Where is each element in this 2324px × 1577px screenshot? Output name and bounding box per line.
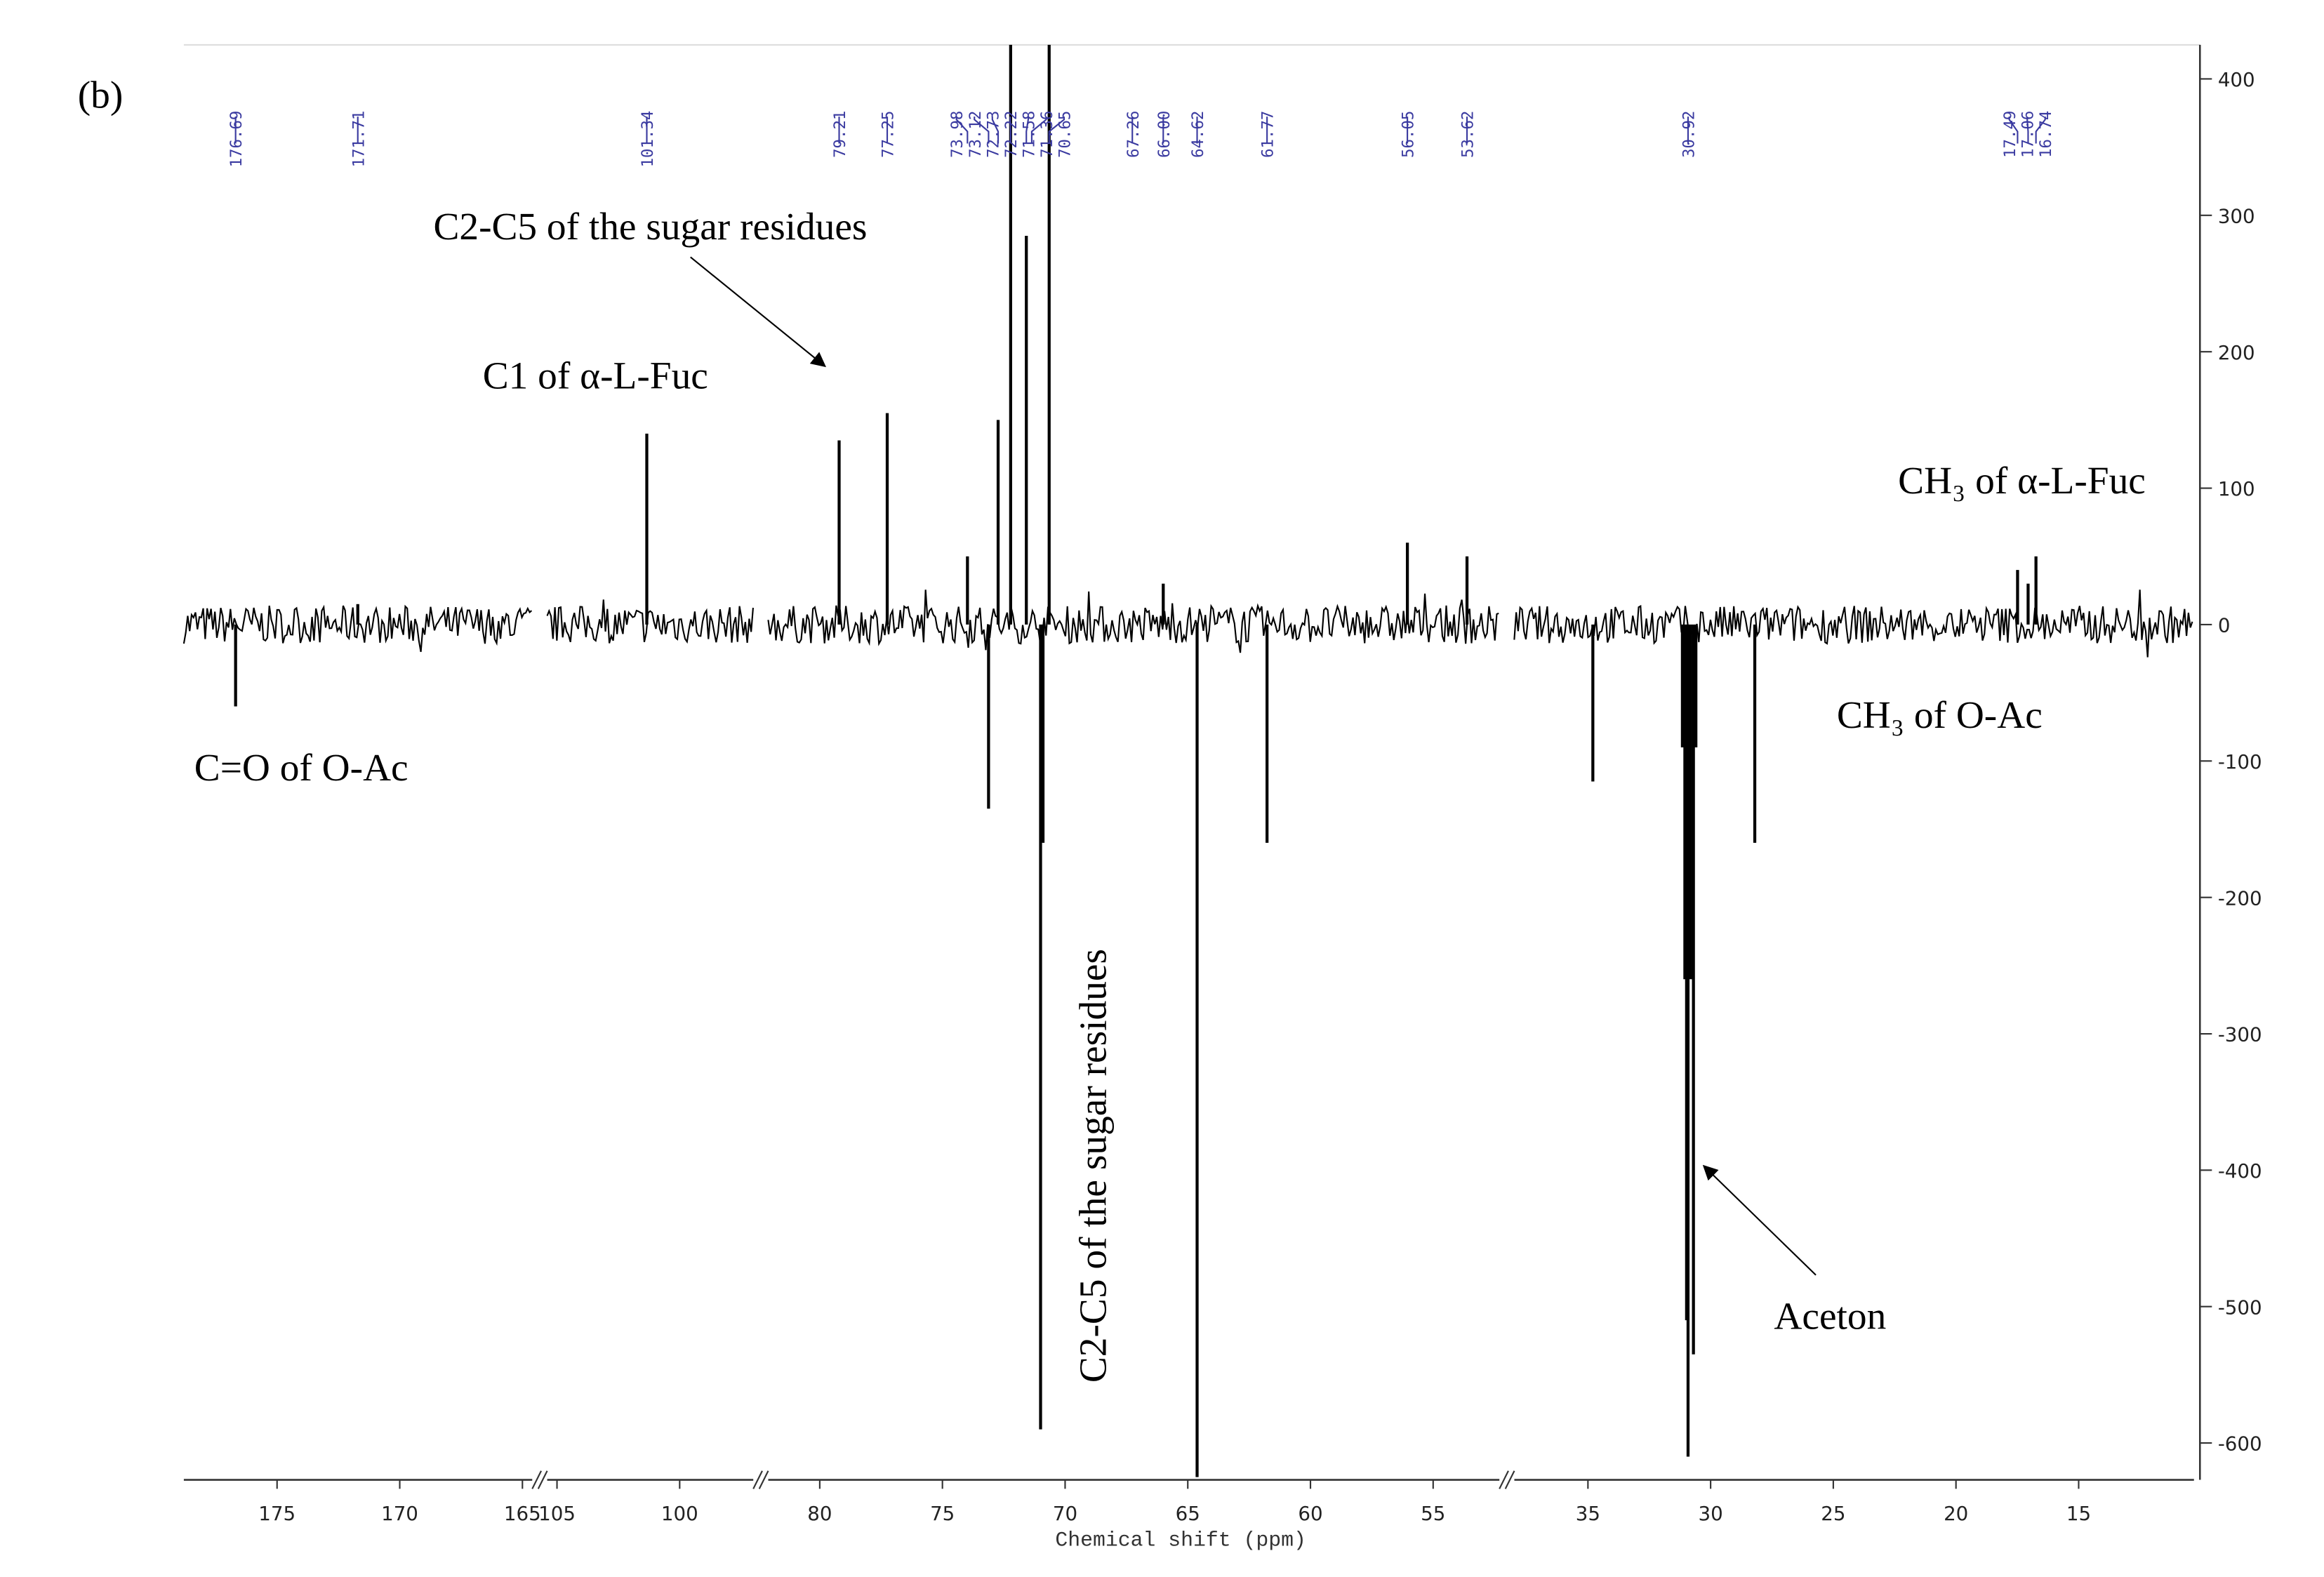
y-tick-label: 300	[2218, 204, 2255, 227]
x-axis-label: Chemical shift (ppm)	[1055, 1528, 1306, 1552]
y-tick-label: 100	[2218, 477, 2255, 500]
y-tick-label: -300	[2218, 1023, 2262, 1046]
panel-label: (b)	[78, 73, 124, 116]
peak-label: 77.25	[879, 111, 898, 158]
peak-label: 53.62	[1459, 111, 1478, 158]
peak-label: 61.77	[1259, 111, 1277, 158]
peak-label-connector	[991, 117, 1000, 144]
y-tick-label: -600	[2218, 1432, 2262, 1456]
x-tick-label: 30	[1699, 1502, 1723, 1525]
peak-label: 176.69	[227, 111, 246, 168]
x-tick-label: 65	[1176, 1502, 1200, 1525]
x-tick-label: 175	[258, 1502, 296, 1525]
annotation: C1 of α-L-Fuc	[483, 354, 708, 397]
annotations: C2-C5 of the sugar residues C1 of α-L-Fu…	[194, 205, 2146, 1383]
y-tick-label: -400	[2218, 1159, 2262, 1183]
peak-label: 71.58	[1020, 111, 1038, 158]
y-tick-label: -500	[2218, 1296, 2262, 1319]
axis-break	[758, 1470, 769, 1489]
annotation: C2-C5 of the sugar residues	[433, 205, 867, 248]
peak-label-connector	[1048, 117, 1065, 144]
peak-label: 71.36	[1038, 111, 1056, 158]
peak-label: 73.98	[948, 111, 967, 158]
peak-label: 67.26	[1124, 111, 1143, 158]
axis-break	[1499, 1470, 1509, 1489]
peak-label: 17.49	[2001, 111, 2019, 158]
peak-label-connector	[2035, 117, 2046, 144]
axis-break	[531, 1470, 543, 1489]
peak-label: 70.65	[1056, 111, 1075, 158]
peak-label: 73.12	[967, 111, 985, 158]
x-tick-label: 20	[1944, 1502, 1968, 1525]
annotation: C=O of O-Ac	[194, 746, 409, 789]
peak-label: 64.62	[1189, 111, 1207, 158]
plot-area	[182, 44, 2193, 1477]
x-tick-label: 75	[930, 1502, 955, 1525]
annotation: C2-C5 of the sugar residues	[1072, 949, 1115, 1383]
x-tick-label: 170	[381, 1502, 418, 1525]
axis-break	[1504, 1470, 1515, 1489]
peak-label-connector	[955, 117, 969, 144]
peak-label: 17.06	[2019, 111, 2038, 158]
arrow	[1702, 1164, 1817, 1276]
peak-label-connector	[1025, 117, 1029, 144]
arrow	[690, 256, 827, 368]
peak-label-connector	[2026, 117, 2029, 144]
peak-label: 30.92	[1680, 111, 1698, 158]
x-tick-label: 105	[538, 1502, 576, 1525]
peak-label: 171.71	[350, 111, 368, 168]
x-tick-label: 55	[1421, 1502, 1445, 1525]
y-tick-label: 200	[2218, 341, 2255, 364]
peak-label: 66.00	[1155, 111, 1174, 158]
peak-label: 56.05	[1400, 111, 1418, 158]
baseline-noise	[182, 604, 533, 653]
y-tick-label: 0	[2218, 614, 2231, 637]
peak-label-connector	[2008, 117, 2019, 144]
y-tick-label: 400	[2218, 68, 2255, 91]
x-tick-label: 15	[2066, 1502, 2091, 1525]
x-tick-label: 35	[1576, 1502, 1600, 1525]
axis-break	[537, 1470, 548, 1489]
peak-label-connector	[974, 117, 990, 144]
baseline-noise	[1513, 590, 2193, 658]
x-tick-label: 60	[1298, 1502, 1322, 1525]
annotation: CH₃ of O-Ac	[1837, 693, 2043, 736]
baseline-noise	[546, 599, 754, 644]
x-tick-label: 70	[1053, 1502, 1077, 1525]
y-tick-label: -200	[2218, 886, 2262, 910]
peak-label: 16.74	[2037, 111, 2055, 158]
y-tick-label: -100	[2218, 750, 2262, 773]
peak-label: 79.21	[831, 111, 849, 158]
peak-label: 101.34	[639, 111, 657, 168]
x-tick-label: 100	[661, 1502, 698, 1525]
baseline-noise	[767, 590, 1499, 653]
x-tick-label: 165	[504, 1502, 541, 1525]
peak-label: 72.73	[984, 111, 1002, 158]
x-tick-label: 25	[1821, 1502, 1845, 1525]
peak-label-connector	[1030, 117, 1047, 144]
x-tick-label: 80	[807, 1502, 832, 1525]
axis-break	[752, 1470, 763, 1489]
peak-label: 72.22	[1002, 111, 1021, 158]
annotation: Aceton	[1774, 1294, 1886, 1337]
annotation: CH₃ of α-L-Fuc	[1898, 459, 2146, 502]
